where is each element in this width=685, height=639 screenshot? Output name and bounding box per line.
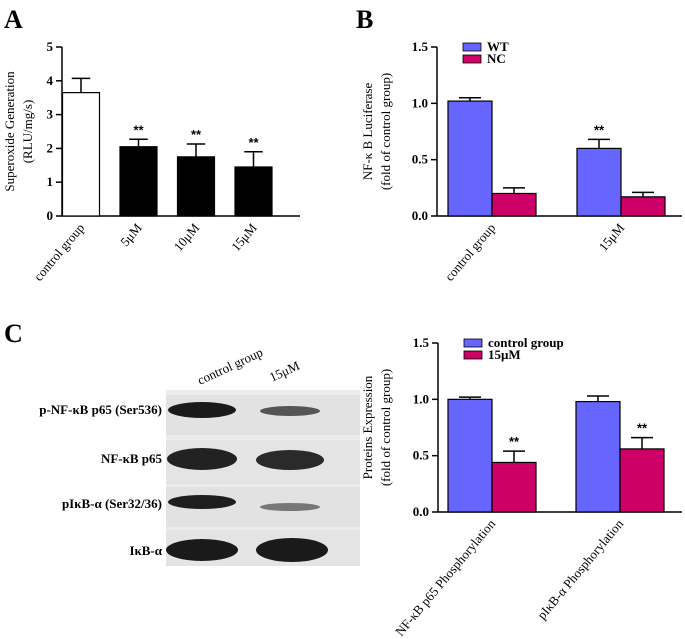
- y-tick-label: 3: [47, 107, 54, 122]
- significance-label: **: [191, 127, 202, 142]
- x-tick-label: control group: [442, 220, 499, 284]
- bar: [576, 147, 622, 217]
- y-tick-label: 1.0: [412, 95, 428, 110]
- x-tick-label: 5μM: [117, 220, 145, 249]
- bar: [575, 400, 621, 513]
- blot-row-label: p-NF-κB p65 (Ser536): [39, 402, 162, 417]
- error-bar: [186, 143, 206, 157]
- legend-swatch: [463, 350, 483, 360]
- y-tick-label: 1.0: [413, 391, 429, 406]
- x-tick-label: control group: [31, 220, 88, 284]
- y-tick-label: 0.0: [413, 504, 429, 519]
- blot-row-label: IκB-α: [129, 543, 162, 558]
- bar: [447, 398, 493, 513]
- blot-row-label: NF-κB p65: [101, 451, 163, 466]
- error-bar: [631, 436, 653, 449]
- legend-label: WT: [487, 39, 509, 54]
- x-tick-label: NF-κB p65 Phosphorylation: [392, 516, 499, 639]
- y-axis-label: Superoxide Generation: [2, 71, 17, 192]
- y-tick-label: 0.5: [412, 152, 429, 167]
- significance-label: **: [133, 122, 144, 137]
- error-bar: [503, 450, 525, 463]
- legend-swatch: [462, 42, 482, 52]
- y-tick-label: 2: [47, 140, 54, 155]
- bar: [619, 448, 665, 513]
- bar: [61, 92, 101, 217]
- legend-label: NC: [487, 51, 506, 66]
- panel-label: C: [4, 319, 23, 348]
- bar: [620, 196, 666, 217]
- y-axis-label: NF-κ B Luciferase: [360, 83, 375, 181]
- significance-label: **: [637, 421, 648, 436]
- y-tick-label: 1.5: [412, 39, 429, 54]
- y-tick-label: 0.0: [412, 208, 428, 223]
- significance-label: **: [248, 135, 259, 150]
- panel-label: B: [356, 5, 373, 34]
- error-bar: [71, 77, 91, 93]
- significance-label: **: [594, 122, 605, 137]
- blot-column-label: control group: [195, 344, 265, 387]
- y-axis-label: Proteins Expression: [360, 375, 375, 479]
- bar: [119, 146, 158, 217]
- y-axis-label: (fold of control group): [378, 369, 393, 486]
- y-tick-label: 1.5: [413, 335, 430, 350]
- y-axis-label: (RLU/mg/s): [20, 100, 35, 164]
- x-tick-label: 15μM: [228, 220, 260, 254]
- x-tick-label: pIκB-α Phosphorylation: [534, 516, 627, 622]
- blot-row-label: pIκB-α (Ser32/36): [62, 496, 162, 511]
- error-bar: [459, 396, 481, 400]
- y-tick-label: 1: [47, 174, 54, 189]
- y-tick-label: 0: [47, 208, 54, 223]
- y-tick-label: 4: [47, 73, 54, 88]
- bar: [491, 192, 537, 217]
- blot-column-label: 15μM: [267, 358, 302, 385]
- error-bar: [587, 395, 609, 402]
- legend-label: control group: [488, 335, 564, 350]
- panel-label: A: [4, 5, 23, 34]
- error-bar: [632, 191, 654, 197]
- bar: [176, 156, 216, 217]
- error-bar: [503, 187, 525, 194]
- y-tick-label: 0.5: [413, 448, 430, 463]
- legend-label: 15μM: [488, 347, 521, 362]
- error-bar: [588, 138, 610, 149]
- bar: [447, 100, 493, 217]
- bar: [491, 461, 537, 513]
- bar: [234, 166, 273, 217]
- error-bar: [459, 96, 481, 102]
- significance-label: **: [509, 434, 520, 449]
- blot-image: [166, 390, 360, 566]
- y-axis-label: (fold of control group): [378, 73, 393, 190]
- legend-swatch: [462, 54, 482, 64]
- x-tick-label: 15μM: [596, 220, 628, 254]
- y-tick-label: 5: [47, 39, 54, 54]
- error-bar: [244, 151, 263, 167]
- legend-swatch: [463, 338, 483, 348]
- x-tick-label: 10μM: [171, 220, 203, 254]
- error-bar: [129, 138, 148, 147]
